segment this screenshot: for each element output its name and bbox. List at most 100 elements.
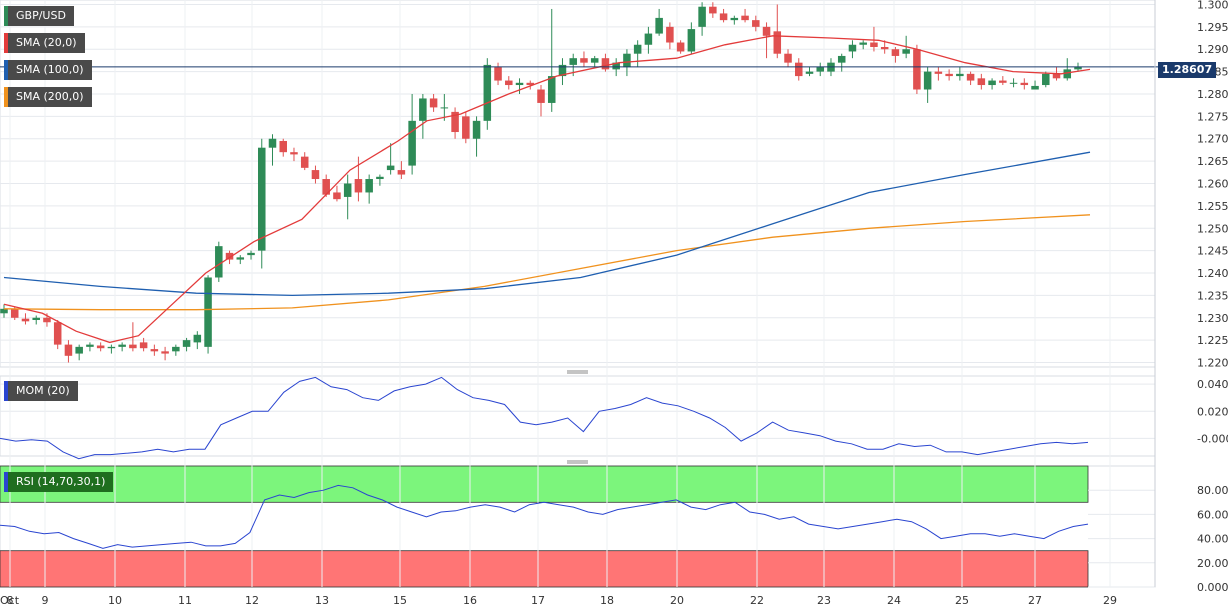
legend-sma200-text: SMA (200,0) xyxy=(16,90,84,103)
rsi-tick-label: 40.0000 xyxy=(1197,533,1228,546)
candle-body xyxy=(784,53,792,63)
x-tick-label: 23 xyxy=(817,594,831,607)
candle-body xyxy=(472,120,481,139)
candle-body xyxy=(719,13,728,21)
sma100-line xyxy=(3,151,1091,297)
candle-body xyxy=(419,98,427,121)
candle-body xyxy=(934,71,943,74)
x-tick-label: 12 xyxy=(245,594,259,607)
candle-body xyxy=(172,346,180,352)
legend-sma100[interactable]: SMA (100,0) xyxy=(4,60,92,80)
candle-body xyxy=(225,252,234,260)
rsi-tick-label: 20.0000 xyxy=(1197,557,1228,570)
candle-body xyxy=(870,42,878,47)
candle-body xyxy=(343,183,352,197)
candle-body xyxy=(580,58,588,63)
x-tick-label: 22 xyxy=(750,594,764,607)
candle-body xyxy=(1052,73,1061,79)
x-tick-label: 11 xyxy=(178,594,192,607)
candle-body xyxy=(644,33,653,45)
rsi-tick-label: 80.0000 xyxy=(1197,484,1228,497)
mom-line xyxy=(0,376,1089,460)
candle-body xyxy=(451,111,459,133)
price-tick-label: 1.2750 xyxy=(1197,110,1228,123)
candle-body xyxy=(322,179,330,195)
rsi-tick-label: 0.0000 xyxy=(1197,581,1228,594)
price-tick-label: 1.2450 xyxy=(1197,245,1228,258)
candle-body xyxy=(64,344,73,356)
candle-body xyxy=(311,170,320,180)
candle-body xyxy=(956,73,964,77)
candle-body xyxy=(258,147,266,251)
candle-body xyxy=(999,80,1007,83)
x-tick-label: 25 xyxy=(955,594,969,607)
candle-body xyxy=(150,349,159,352)
candle-body xyxy=(139,342,148,349)
candle-body xyxy=(966,73,975,81)
legend-sma20[interactable]: SMA (20,0) xyxy=(4,33,85,53)
legend-sma20-text: SMA (20,0) xyxy=(16,36,77,49)
x-tick-label: Oct xyxy=(0,594,20,607)
price-tick-label: 1.2300 xyxy=(1197,312,1228,325)
price-tick-label: 1.2500 xyxy=(1197,222,1228,235)
candle-body xyxy=(612,62,620,70)
candle-body xyxy=(741,15,749,21)
candle-body xyxy=(268,138,277,148)
candle-body xyxy=(547,76,556,103)
x-tick-label: 29 xyxy=(1103,594,1117,607)
x-tick-label: 24 xyxy=(887,594,901,607)
symbol-text: GBP/USD xyxy=(16,9,66,22)
candle-body xyxy=(655,17,663,34)
candle-body xyxy=(333,192,341,200)
candle-body xyxy=(0,308,8,314)
candle-body xyxy=(75,346,83,354)
price-tick-label: 1.2400 xyxy=(1197,267,1228,280)
candle-body xyxy=(558,64,567,77)
last-price-tag: 1.28607 xyxy=(1158,62,1217,78)
candle-body xyxy=(902,49,910,54)
candle-body xyxy=(623,53,631,68)
sma20-line xyxy=(3,35,1091,344)
x-tick-label: 16 xyxy=(463,594,477,607)
candle-body xyxy=(397,170,406,175)
candle-body xyxy=(365,179,373,193)
sma200-line xyxy=(3,214,1091,311)
candle-body xyxy=(816,67,824,72)
candle-body xyxy=(236,257,245,260)
mom-tick-label: 0.0200 xyxy=(1197,405,1228,418)
x-tick-label: 8 xyxy=(7,594,14,607)
price-tick-label: 1.2650 xyxy=(1197,155,1228,168)
candle-body xyxy=(182,340,191,347)
candle-body xyxy=(96,345,105,349)
price-tick-label: 1.2250 xyxy=(1197,334,1228,347)
candle-body xyxy=(386,165,395,171)
candle-body xyxy=(526,82,535,86)
candle-body xyxy=(988,80,996,86)
x-tick-label: 20 xyxy=(670,594,684,607)
candle-body xyxy=(676,42,685,52)
legend-mom[interactable]: MOM (20) xyxy=(4,381,78,401)
candle-body xyxy=(515,82,524,86)
legend-rsi[interactable]: RSI (14,70,30,1) xyxy=(4,472,114,492)
x-tick-label: 9 xyxy=(42,594,49,607)
candle-body xyxy=(773,31,782,54)
candle-body xyxy=(247,252,255,256)
candle-body xyxy=(880,46,889,50)
candle-body xyxy=(118,344,126,347)
candle-body xyxy=(107,346,116,349)
candle-body xyxy=(891,49,900,56)
candle-body xyxy=(590,58,599,63)
candle-body xyxy=(1042,73,1050,86)
candle-body xyxy=(86,344,94,347)
candle-body xyxy=(666,26,674,43)
candle-body xyxy=(354,179,363,193)
candle-body xyxy=(977,78,986,86)
x-tick-label: 17 xyxy=(531,594,545,607)
rsi-tick-label: 60.0000 xyxy=(1197,508,1228,521)
x-tick-label: 13 xyxy=(315,594,329,607)
legend-sma200[interactable]: SMA (200,0) xyxy=(4,87,92,107)
candle-body xyxy=(848,44,857,52)
candle-body xyxy=(795,62,803,77)
candle-body xyxy=(290,152,298,155)
